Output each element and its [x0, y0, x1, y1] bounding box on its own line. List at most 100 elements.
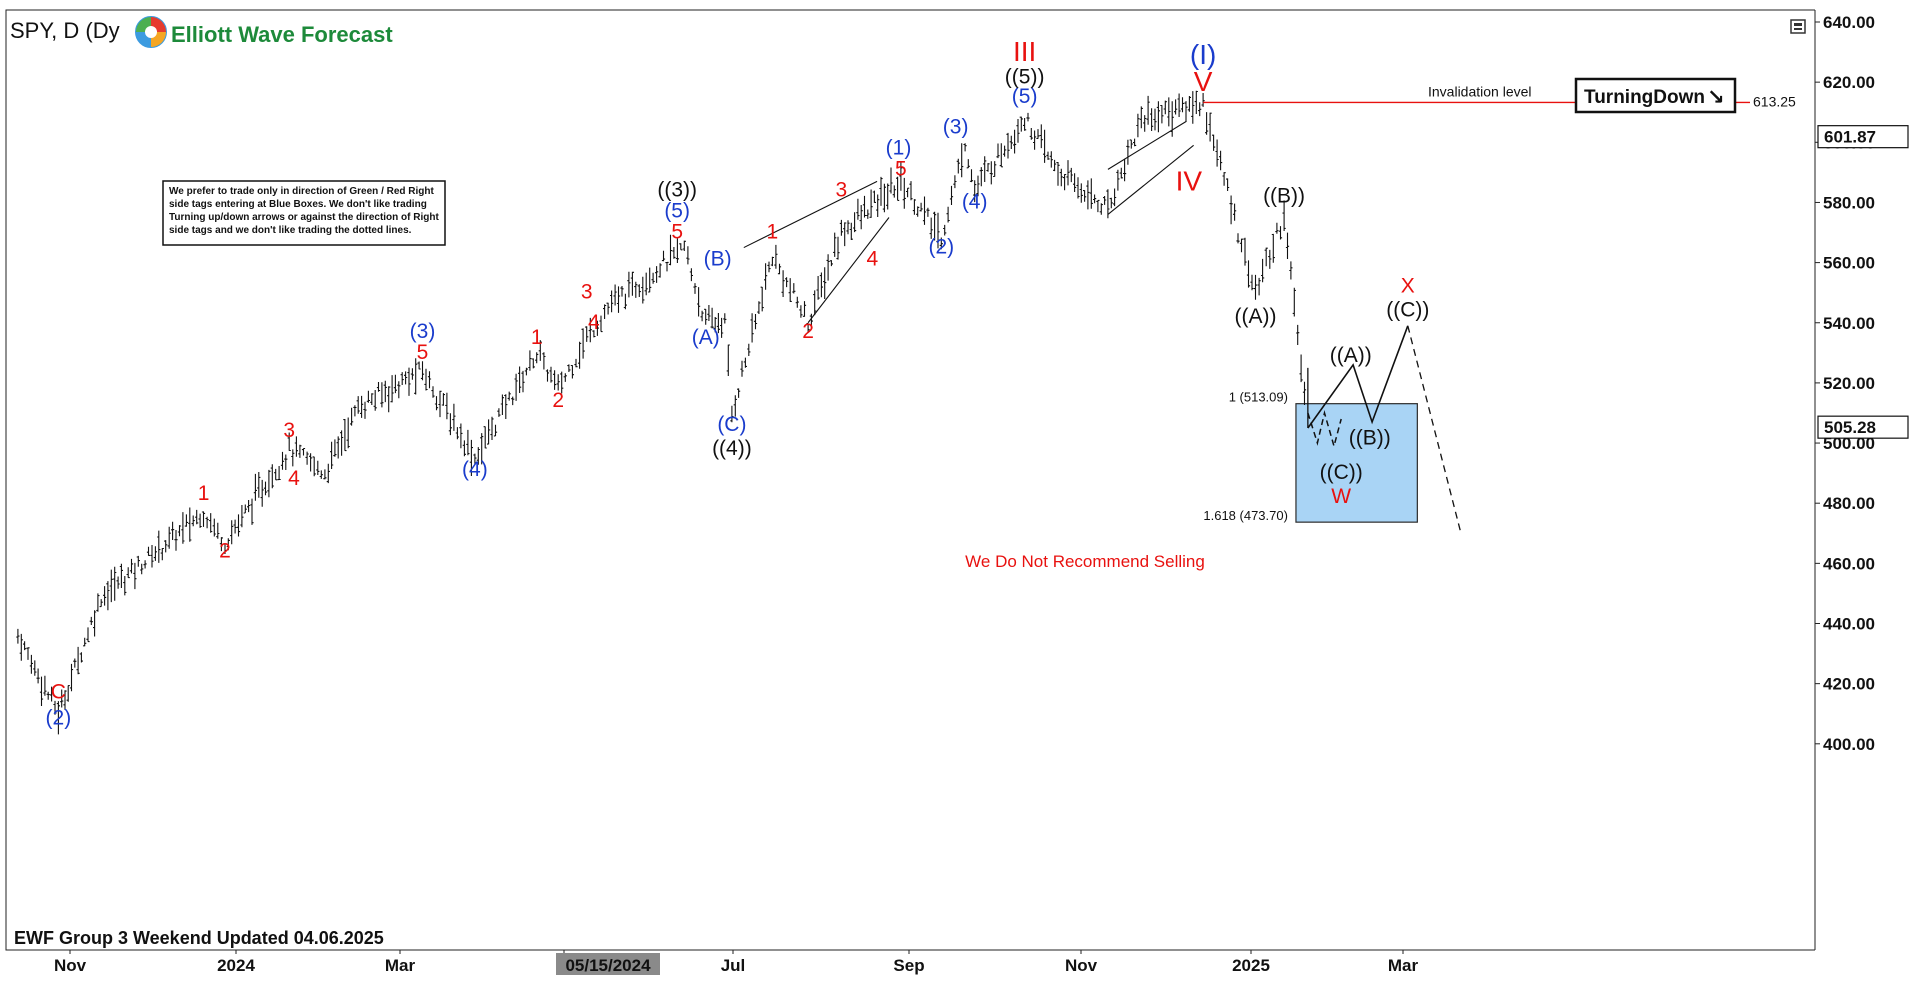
wave-label: (5) [1012, 85, 1038, 108]
wave-label: (5) [664, 199, 690, 222]
y-tick-label: 440.00 [1823, 615, 1875, 634]
wave-label: (3) [410, 320, 436, 343]
trading-notice: We prefer to trade only in direction of … [162, 180, 446, 246]
wave-labels-layer: 1 (513.09) 1.618 (473.70) Invalidation lev… [46, 36, 1797, 729]
y-tick-label: 540.00 [1823, 314, 1875, 333]
y-axis-panel [1815, 0, 1912, 981]
wave-label: C [51, 681, 66, 704]
triangle-line [743, 180, 878, 249]
notice-line: side tags and we don't like trading the … [169, 225, 412, 236]
wave-label: (1) [886, 136, 912, 159]
blue-box-bottom-label: 1.618 (473.70) [1203, 508, 1288, 523]
wave-label: (4) [962, 190, 988, 213]
price-tag-label: 601.87 [1824, 128, 1876, 147]
wave-label: ((B)) [1263, 184, 1305, 207]
projection-path [1307, 325, 1409, 429]
wave-label: (C) [717, 413, 746, 436]
y-tick-label: 640.00 [1823, 13, 1875, 32]
triangle-line [1107, 120, 1187, 170]
wave-label: (I) [1190, 39, 1216, 70]
wave-label: ((5)) [1005, 66, 1045, 89]
badge-text: TurningDown [1584, 87, 1705, 108]
annotation-text: We Do Not Recommend Selling [965, 552, 1205, 571]
wave-label: IV [1176, 165, 1203, 196]
wave-label: ((A)) [1330, 344, 1372, 367]
wave-label: III [1013, 36, 1036, 67]
x-tick-label: Mar [385, 956, 416, 975]
chart-settings-icon[interactable] [1790, 19, 1806, 34]
crosshair-date-label: 05/15/2024 [565, 956, 651, 975]
invalidation-label: Invalidation level [1428, 83, 1532, 99]
y-tick-label: 520.00 [1823, 374, 1875, 393]
y-tick-label: 620.00 [1823, 73, 1875, 92]
y-tick-label: 420.00 [1823, 675, 1875, 694]
y-tick-label: 400.00 [1823, 735, 1875, 754]
y-tick-label: 560.00 [1823, 254, 1875, 273]
wave-label: (4) [462, 458, 488, 481]
wave-label: ((B)) [1349, 427, 1391, 450]
triangle-line [1107, 144, 1194, 215]
wave-label: 4 [866, 248, 878, 271]
wave-label: 3 [836, 178, 848, 201]
crosshair-date-box [556, 953, 660, 975]
ohlc-bars [16, 90, 1307, 735]
wave-label: X [1401, 275, 1415, 298]
x-axis: Nov 2024 Mar Jul Sep Nov 2025 Mar 05/15/2024 [6, 949, 1815, 975]
invalidation-value: 613.25 [1753, 93, 1796, 109]
wave-label: 1 [531, 326, 543, 349]
wave-label: 3 [283, 419, 295, 442]
wave-label: (2) [46, 706, 72, 729]
triangle-line [807, 217, 890, 324]
brand-name: Elliott Wave Forecast [171, 22, 393, 47]
x-tick-label: Nov [1065, 956, 1098, 975]
wave-label: (A) [692, 326, 720, 349]
x-tick-label: Mar [1388, 956, 1419, 975]
x-tick-label: Sep [893, 956, 924, 975]
wave-label: 1 [198, 482, 210, 505]
x-tick-label: 2025 [1232, 956, 1270, 975]
logo-center-icon [145, 26, 157, 38]
brand-logo [135, 16, 167, 48]
y-tick-label: 580.00 [1823, 193, 1875, 212]
price-tag-box [1817, 125, 1909, 149]
wave-label: 5 [671, 221, 683, 244]
wave-label: (2) [929, 236, 955, 259]
y-tick-label: 480.00 [1823, 494, 1875, 513]
wave-label: 5 [417, 341, 429, 364]
wave-label: ((3)) [657, 178, 697, 201]
wave-label: 2 [802, 320, 814, 343]
update-label: EWF Group 3 Weekend Updated 04.06.2025 [14, 928, 384, 948]
symbol-title: SPY, D (Dy [10, 18, 120, 43]
x-tick-label: 2024 [217, 956, 255, 975]
wave-label: ((A)) [1235, 305, 1277, 328]
wave-label: W [1331, 485, 1351, 508]
projection-dashed-path [1307, 410, 1342, 449]
notice-line: We prefer to trade only in direction of … [169, 186, 435, 197]
wave-label: 3 [581, 281, 593, 304]
wave-label: 2 [219, 539, 231, 562]
turning-down-badge: TurningDown ↘ [1574, 77, 1737, 114]
price-tag-box [1817, 415, 1909, 439]
wave-label: 4 [588, 311, 600, 334]
blue-box-top-label: 1 (513.09) [1229, 390, 1288, 405]
wave-label: 2 [552, 389, 564, 412]
notice-line: Turning up/down arrows or against the di… [169, 212, 439, 223]
wave-label: ((C)) [1386, 299, 1429, 322]
blue-box-target-zone[interactable] [1295, 403, 1418, 523]
wave-label: ((4)) [712, 437, 752, 460]
x-tick-label: Nov [54, 956, 87, 975]
x-tick-label: Jul [721, 956, 746, 975]
y-axis: 640.00620.00600.00580.00560.00540.00520.… [1814, 0, 1912, 981]
wave-label: 4 [288, 467, 300, 490]
notice-line: side tags entering at Blue Boxes. We don… [169, 199, 427, 210]
y-tick-label: 500.00 [1823, 434, 1875, 453]
wave-label: 5 [895, 157, 907, 180]
price-tag-label: 505.28 [1824, 418, 1876, 437]
wave-label: V [1194, 66, 1213, 97]
wave-label: (B) [704, 248, 732, 271]
wave-label: (3) [943, 115, 969, 138]
wave-label: 1 [767, 221, 779, 244]
